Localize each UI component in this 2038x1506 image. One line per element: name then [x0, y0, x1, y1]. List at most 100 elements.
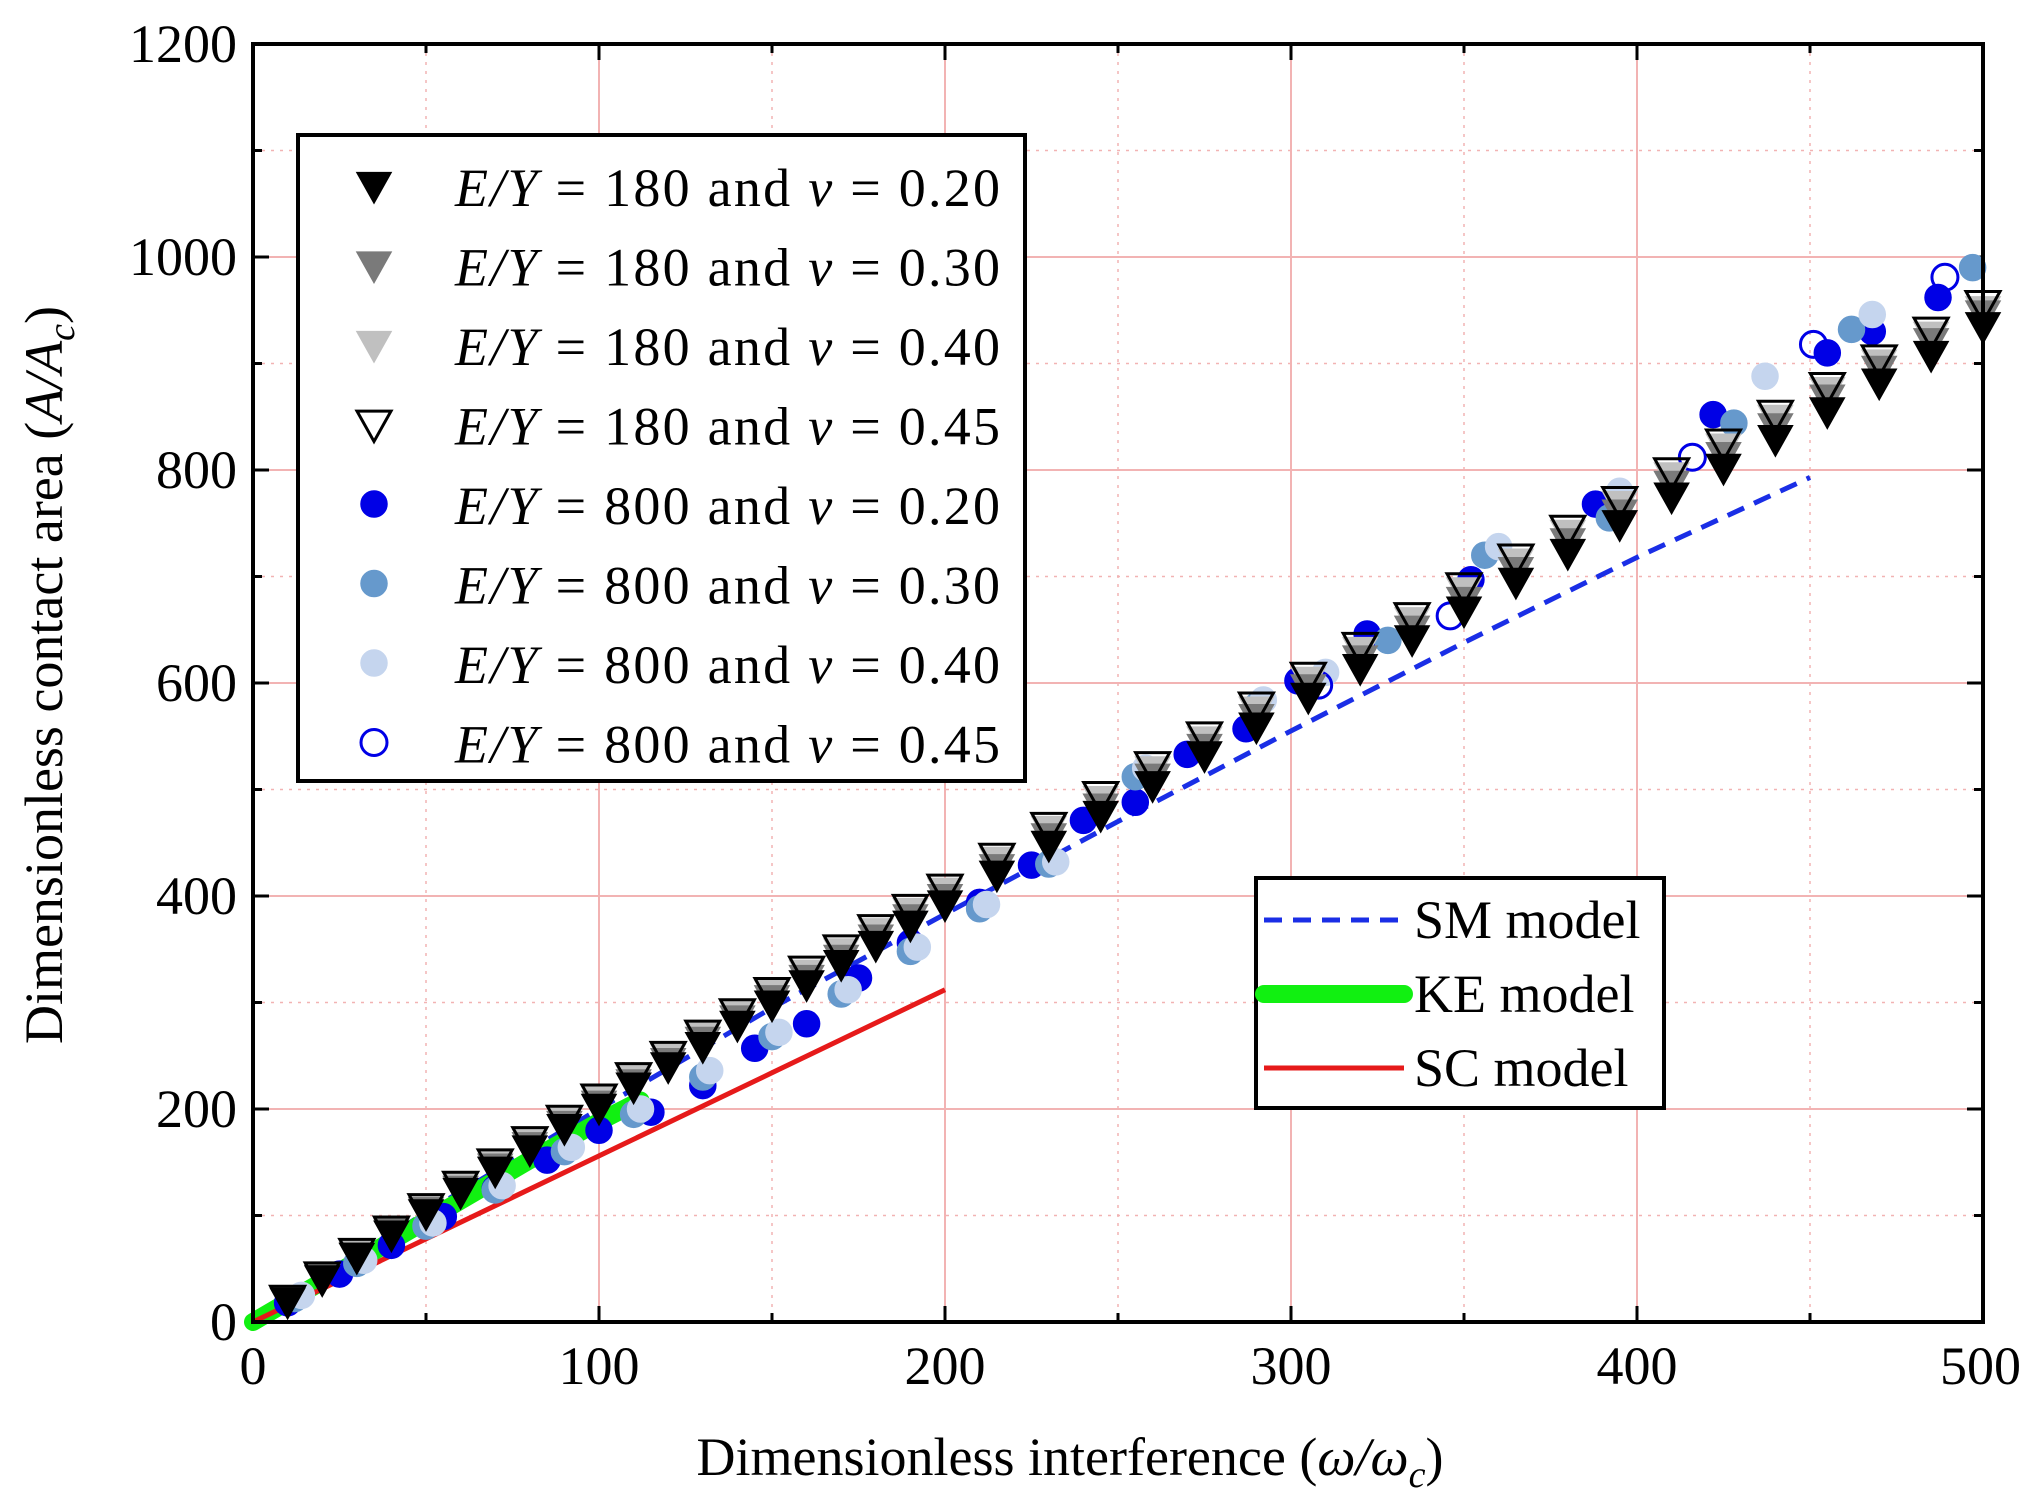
data-point [752, 976, 792, 1012]
data-point [1911, 316, 1951, 352]
legend-text: = 180 and [540, 317, 806, 377]
data-point [510, 1126, 550, 1161]
legend-marker [360, 569, 388, 598]
legend-label: E/Y = 800 and ν = 0.40 [454, 635, 1000, 695]
data-point [1392, 602, 1432, 637]
legend-var: ν [808, 397, 832, 457]
legend-models: SM model KE model SC model [1254, 876, 1666, 1110]
y-tick-label: 1200 [129, 14, 237, 74]
legend-marker [355, 330, 393, 364]
legend-marker [360, 649, 388, 677]
y-tick-label: 0 [210, 1292, 237, 1352]
data-point [1703, 428, 1744, 464]
data-point [648, 1040, 688, 1076]
data-point [890, 893, 930, 929]
legend-var: E/Y [454, 397, 543, 457]
legend-marker [360, 490, 388, 518]
legend-text: = 180 and [540, 397, 806, 457]
data-point [1236, 691, 1276, 727]
legend-var: ν [808, 238, 832, 298]
y-tick-label: 200 [156, 1079, 237, 1139]
legend-text: = 0.45 [834, 397, 1000, 457]
data-point [406, 1193, 446, 1229]
x-tick-label: 300 [1251, 1336, 1332, 1396]
data-point [925, 873, 965, 909]
data-point [1029, 811, 1069, 847]
y-tick-label: 800 [156, 440, 237, 500]
data-point [1340, 631, 1380, 667]
legend-text: = 180 and [540, 158, 806, 218]
y-axis-label: Dimensionless contact area (A/Ac) [14, 306, 83, 1044]
data-point [1496, 543, 1536, 579]
data-point [1653, 482, 1690, 516]
data-point [1652, 457, 1692, 493]
data-point [977, 842, 1017, 878]
legend-marker [355, 251, 393, 284]
data-point [792, 1010, 821, 1038]
data-point [1341, 653, 1379, 687]
data-point [1837, 315, 1866, 344]
data-point [765, 1018, 793, 1047]
legend-series-frame [296, 133, 1027, 783]
data-point [373, 1220, 410, 1254]
legend-label: E/Y = 180 and ν = 0.30 [454, 238, 1000, 298]
data-point [1813, 339, 1842, 367]
data-point [1081, 781, 1121, 816]
legend-marker [355, 171, 393, 205]
legend-label-ke-model: KE model [1414, 964, 1634, 1024]
data-point [544, 1104, 584, 1140]
data-point [614, 1062, 654, 1098]
data-point [303, 1265, 341, 1298]
data-points [268, 253, 2003, 1321]
legend-text: = 0.40 [834, 635, 1000, 695]
legend-var: ν [808, 635, 832, 695]
x-tick-label: 200 [905, 1336, 986, 1396]
x-axis-label-var: ω/ω [1317, 1427, 1408, 1487]
data-point [302, 1261, 342, 1297]
data-point [371, 1215, 411, 1251]
legend-text: = 0.30 [834, 556, 1000, 616]
y-axis-label-main: Dimensionless contact area ( [14, 422, 74, 1044]
x-tick-label: 0 [240, 1336, 267, 1396]
legend-text: = 800 and [540, 715, 806, 775]
y-tick-label: 1000 [129, 227, 237, 287]
y-axis-label-var: A/A [14, 340, 74, 425]
y-axis-label-sub: c [41, 324, 83, 341]
legend-text: = 0.20 [834, 476, 1000, 536]
x-axis-label-main: Dimensionless interference ( [697, 1427, 1318, 1487]
data-point [1860, 368, 1898, 402]
legend-var: E/Y [454, 238, 543, 298]
data-point [717, 998, 757, 1034]
data-point [787, 955, 827, 991]
legend-label-sm-model: SM model [1414, 890, 1641, 950]
data-point [1755, 399, 1795, 435]
legend-text: = 800 and [540, 556, 806, 616]
legend-var: ν [808, 556, 832, 616]
legend-label: E/Y = 180 and ν = 0.40 [454, 317, 1000, 377]
legend-var: E/Y [454, 556, 543, 616]
data-point [475, 1148, 515, 1184]
data-point [1374, 626, 1402, 655]
legend-label: E/Y = 180 and ν = 0.45 [454, 397, 1000, 457]
data-point [1859, 344, 1899, 380]
data-point [695, 1056, 724, 1085]
data-point [1444, 572, 1484, 608]
legend-var: E/Y [454, 158, 543, 218]
legend-text: = 0.30 [834, 238, 1000, 298]
legend-var: ν [808, 715, 832, 775]
data-point [1809, 397, 1846, 430]
x-axis-label-close: ) [1425, 1427, 1443, 1487]
legend-var: E/Y [454, 476, 543, 536]
data-point [1238, 712, 1275, 746]
data-point [579, 1083, 619, 1119]
data-point [338, 1242, 376, 1276]
data-point [1549, 538, 1587, 572]
data-point [1134, 771, 1171, 804]
legend-label: E/Y = 800 and ν = 0.30 [454, 556, 1000, 616]
data-point [1290, 682, 1327, 716]
data-point [1133, 751, 1173, 787]
legend-var: ν [808, 158, 832, 218]
data-point [1705, 453, 1742, 487]
data-point [1807, 372, 1847, 407]
